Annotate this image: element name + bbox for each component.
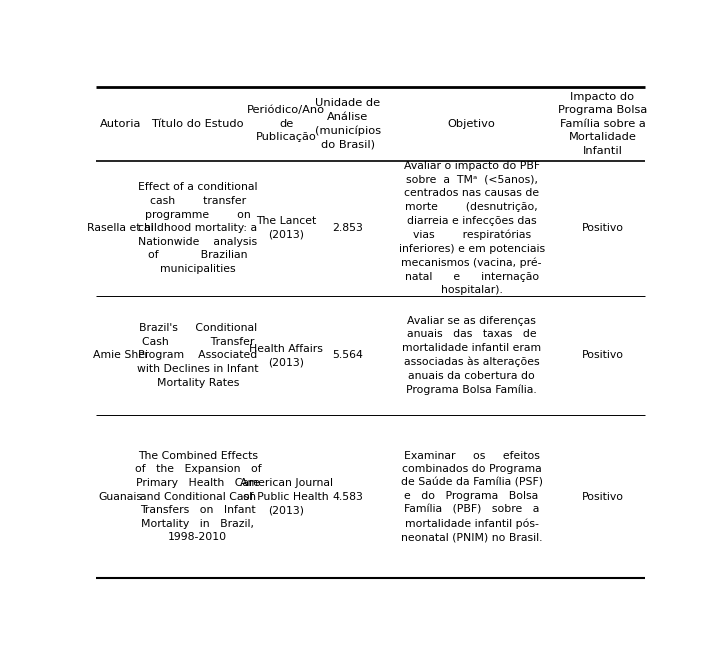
Text: Guanais: Guanais <box>98 492 142 502</box>
Text: Rasella et al: Rasella et al <box>87 223 153 233</box>
Text: Brazil's     Conditional
Cash            Transfer
Program    Associated
with Dec: Brazil's Conditional Cash Transfer Progr… <box>137 323 259 387</box>
Text: The Combined Effects
of   the   Expansion   of
Primary   Health   Care
and Condi: The Combined Effects of the Expansion of… <box>134 451 261 543</box>
Text: Effect of a conditional
cash        transfer
programme        on
childhood morta: Effect of a conditional cash transfer pr… <box>138 182 257 274</box>
Text: 5.564: 5.564 <box>333 350 364 360</box>
Text: The Lancet
(2013): The Lancet (2013) <box>256 216 317 240</box>
Text: Positivo: Positivo <box>581 350 623 360</box>
Text: Título do Estudo: Título do Estudo <box>152 119 244 129</box>
Text: Amie Shei: Amie Shei <box>93 350 147 360</box>
Text: Periódico/Ano
de
Publicação: Periódico/Ano de Publicação <box>247 105 325 143</box>
Text: Avaliar se as diferenças
anuais   das   taxas   de
mortalidade infantil eram
ass: Avaliar se as diferenças anuais das taxa… <box>402 316 541 395</box>
Text: Avaliar o impacto do PBF
sobre  a  TMᵃ  (<5anos),
centrados nas causas de
morte : Avaliar o impacto do PBF sobre a TMᵃ (<5… <box>398 161 544 295</box>
Text: American Journal
of Public Health
(2013): American Journal of Public Health (2013) <box>240 478 333 516</box>
Text: Positivo: Positivo <box>581 223 623 233</box>
Text: Autoria: Autoria <box>100 119 141 129</box>
Text: Impacto do
Programa Bolsa
Família sobre a
Mortalidade
Infantil: Impacto do Programa Bolsa Família sobre … <box>558 92 647 156</box>
Text: Examinar     os     efeitos
combinados do Programa
de Saúde da Família (PSF)
e  : Examinar os efeitos combinados do Progra… <box>401 451 542 543</box>
Text: Health Affairs
(2013): Health Affairs (2013) <box>249 344 323 368</box>
Text: Positivo: Positivo <box>581 492 623 502</box>
Text: Objetivo: Objetivo <box>448 119 495 129</box>
Text: 4.583: 4.583 <box>333 492 364 502</box>
Text: 2.853: 2.853 <box>333 223 364 233</box>
Text: Unidade de
Análise
(municípios
do Brasil): Unidade de Análise (municípios do Brasil… <box>315 98 381 149</box>
